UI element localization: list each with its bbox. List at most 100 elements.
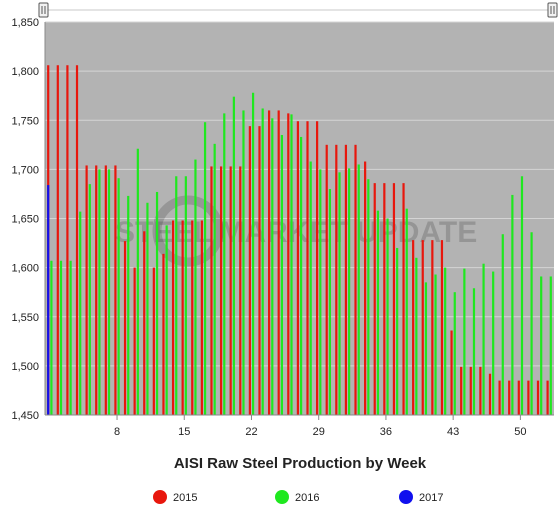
bar-2015-week-17[interactable] [200,220,203,415]
bar-2016-week-7[interactable] [107,169,111,415]
bar-2015-week-14[interactable] [171,220,175,415]
bar-2015-week-16[interactable] [191,220,194,415]
bar-2015-week-5[interactable] [85,165,88,415]
bar-2015-week-46[interactable] [479,366,482,415]
bar-2016-week-39[interactable] [415,257,418,415]
bar-2015-week-23[interactable] [258,126,261,416]
bar-2016-week-38[interactable] [405,208,408,415]
bar-2016-week-16[interactable] [194,159,197,415]
bar-2015-week-6[interactable] [95,165,98,415]
bar-2016-week-50[interactable] [520,176,524,415]
bar-2015-week-8[interactable] [114,165,117,415]
bar-2016-week-8[interactable] [117,178,120,415]
bar-2015-week-20[interactable] [229,166,232,415]
bar-2016-week-26[interactable] [290,114,293,415]
bar-2015-week-24[interactable] [267,110,271,416]
bar-2016-week-31[interactable] [338,172,341,415]
bar-2016-week-11[interactable] [146,202,149,415]
bar-2016-week-10[interactable] [136,148,139,415]
bar-2016-week-1[interactable] [50,260,53,415]
bar-2016-week-53[interactable] [549,276,552,415]
bar-2016-week-37[interactable] [396,247,399,415]
bar-2016-week-20[interactable] [232,96,235,416]
bar-2015-week-27[interactable] [296,121,299,416]
bar-2016-week-9[interactable] [127,195,130,415]
bar-2016-week-17[interactable] [203,122,207,415]
bar-2017-week-1[interactable] [47,185,50,415]
bar-2015-week-28[interactable] [306,121,309,416]
legend-marker-2017[interactable] [399,490,413,504]
bar-2015-week-22[interactable] [248,126,251,416]
bar-2016-week-27[interactable] [300,136,303,415]
bar-2015-week-30[interactable] [325,144,328,415]
legend-label-2015[interactable]: 2015 [173,492,197,504]
bar-2016-week-25[interactable] [280,134,283,416]
bar-2016-week-13[interactable] [165,225,168,415]
bar-2015-week-36[interactable] [383,183,386,415]
bar-2015-week-15[interactable] [181,220,184,415]
legend-label-2017[interactable]: 2017 [419,492,443,504]
bar-2015-week-31[interactable] [335,144,338,415]
bar-2015-week-34[interactable] [364,161,367,415]
bar-2015-week-40[interactable] [421,240,424,415]
bar-2016-week-52[interactable] [540,276,543,415]
bar-2016-week-24[interactable] [271,118,274,415]
bar-2015-week-19[interactable] [219,166,223,415]
bar-2015-week-38[interactable] [402,183,405,415]
bar-2015-week-13[interactable] [162,253,165,415]
bar-2016-week-6[interactable] [98,169,101,415]
bar-2016-week-22[interactable] [251,92,255,416]
bar-2015-week-32[interactable] [344,144,348,415]
bar-2015-week-45[interactable] [469,366,472,415]
bar-2016-week-5[interactable] [88,184,91,415]
bar-2016-week-51[interactable] [530,232,533,415]
legend-label-2016[interactable]: 2016 [295,492,319,504]
bar-2016-week-32[interactable] [348,168,351,415]
bar-2015-week-44[interactable] [460,366,463,415]
bar-2016-week-3[interactable] [69,260,72,415]
bar-2016-week-29[interactable] [319,169,322,415]
bar-2016-week-18[interactable] [213,143,216,415]
bar-2016-week-35[interactable] [376,210,380,415]
bar-2015-week-29[interactable] [316,121,319,416]
bar-2016-week-34[interactable] [367,179,370,415]
bar-2015-week-43[interactable] [450,330,453,415]
bar-2015-week-48[interactable] [498,380,501,415]
bar-2015-week-35[interactable] [373,183,376,415]
bar-2016-week-46[interactable] [482,263,485,415]
bar-2016-week-44[interactable] [463,268,466,415]
bar-2015-week-4[interactable] [75,65,79,415]
bar-2016-week-19[interactable] [223,113,226,415]
bar-2016-week-48[interactable] [501,234,504,415]
bar-2015-week-25[interactable] [277,110,280,416]
legend-marker-2016[interactable] [275,490,289,504]
bar-2015-week-3[interactable] [66,65,69,415]
slider-right-handle[interactable] [547,2,558,18]
bar-2016-week-21[interactable] [242,110,245,416]
bar-2015-week-41[interactable] [431,240,434,415]
bar-2016-week-30[interactable] [328,189,332,415]
bar-2016-week-12[interactable] [155,191,159,415]
bar-2016-week-42[interactable] [444,267,447,415]
bar-2015-week-42[interactable] [440,240,444,415]
bar-2016-week-40[interactable] [424,282,428,415]
bar-2015-week-21[interactable] [239,166,242,415]
bar-2016-week-2[interactable] [59,260,63,415]
bar-2016-week-36[interactable] [386,218,389,416]
bar-2016-week-23[interactable] [261,108,264,416]
slider-left-handle[interactable] [38,2,49,18]
bar-2016-week-33[interactable] [357,164,360,415]
bar-2015-week-26[interactable] [287,113,290,415]
bar-2015-week-47[interactable] [488,373,492,415]
bar-2016-week-41[interactable] [434,274,437,415]
bar-2016-week-14[interactable] [175,176,178,415]
bar-2015-week-10[interactable] [133,267,136,415]
bar-2016-week-4[interactable] [79,211,82,415]
range-slider[interactable] [38,2,558,18]
bar-2016-week-45[interactable] [472,288,476,415]
bar-2015-week-7[interactable] [104,165,107,415]
bar-2015-week-9[interactable] [123,241,127,415]
bar-2015-week-11[interactable] [143,231,146,415]
bar-2015-week-39[interactable] [412,240,415,415]
bar-2015-week-2[interactable] [56,65,59,415]
